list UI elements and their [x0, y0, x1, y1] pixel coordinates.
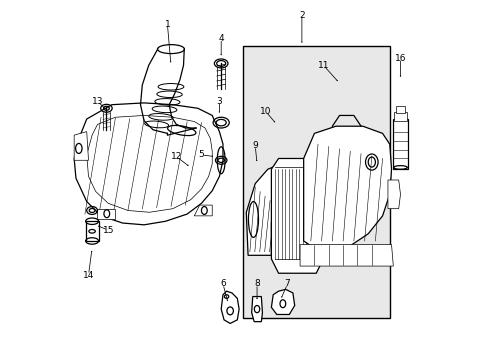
Text: 3: 3: [216, 96, 222, 105]
Text: 11: 11: [317, 61, 328, 70]
Polygon shape: [97, 209, 115, 220]
Text: 4: 4: [218, 34, 224, 43]
Polygon shape: [300, 244, 392, 266]
Text: 5: 5: [198, 150, 204, 159]
Polygon shape: [387, 180, 400, 209]
Text: 13: 13: [92, 96, 103, 105]
Polygon shape: [251, 297, 262, 321]
Text: 8: 8: [254, 279, 260, 288]
Polygon shape: [221, 291, 239, 323]
Polygon shape: [271, 158, 323, 273]
Bar: [242, 45, 389, 318]
Text: 1: 1: [164, 19, 170, 28]
Text: 12: 12: [170, 152, 182, 161]
Text: 6: 6: [220, 279, 225, 288]
Text: 14: 14: [82, 270, 94, 279]
Text: 10: 10: [260, 107, 271, 116]
Text: 7: 7: [284, 279, 290, 288]
Bar: [395, 106, 404, 113]
Bar: [392, 119, 407, 169]
Polygon shape: [74, 132, 88, 160]
Polygon shape: [303, 126, 391, 255]
Bar: [393, 112, 407, 121]
Polygon shape: [194, 205, 212, 216]
Text: 15: 15: [102, 226, 114, 235]
Text: 9: 9: [252, 141, 258, 150]
Text: 2: 2: [299, 10, 304, 19]
Polygon shape: [74, 103, 223, 225]
Bar: [85, 221, 99, 241]
Text: 16: 16: [394, 54, 406, 63]
Polygon shape: [246, 166, 282, 255]
Polygon shape: [271, 289, 294, 315]
